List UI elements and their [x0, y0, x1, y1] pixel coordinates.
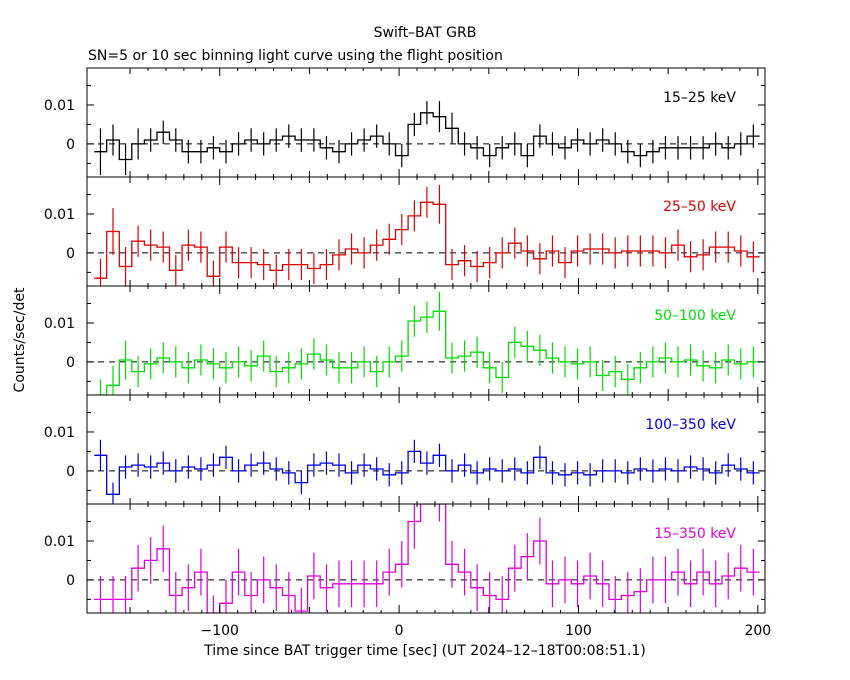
- panel-data: [94, 291, 760, 395]
- y-tick-label: 0.01: [44, 98, 75, 114]
- y-tick-label: 0: [66, 464, 75, 480]
- light-curve-step: [94, 112, 760, 161]
- band-label: 15–350 keV: [654, 526, 736, 542]
- panel-0: 0 0.01 15–25 keV: [44, 67, 766, 178]
- y-tick-label: 0: [66, 573, 75, 589]
- panel-frame: [86, 503, 766, 614]
- panel-data: [94, 439, 760, 504]
- y-tick-label: 0.01: [44, 207, 75, 223]
- panel-1: 0 0.01 25–50 keV: [44, 176, 766, 287]
- y-tick-label: 0: [66, 355, 75, 371]
- light-curve-step: [94, 504, 760, 613]
- x-tick-label: 100: [565, 623, 592, 639]
- y-tick-label: 0.01: [44, 425, 75, 441]
- x-tick-label: 0: [395, 623, 404, 639]
- band-label: 25–50 keV: [663, 199, 736, 215]
- x-tick-label: −100: [201, 623, 239, 639]
- figure-subtitle: SN=5 or 10 sec binning light curve using…: [88, 48, 503, 64]
- y-tick-label: 0.01: [44, 534, 75, 550]
- band-label: 100–350 keV: [645, 417, 736, 433]
- y-axis-label: Counts/sec/det: [12, 287, 28, 392]
- band-label: 15–25 keV: [663, 90, 736, 106]
- panel-data: [94, 504, 760, 613]
- x-axis-label: Time since BAT trigger time [sec] (UT 20…: [203, 643, 646, 659]
- light-curve-step: [94, 450, 760, 495]
- panel-3: 0 0.01 100–350 keV: [44, 394, 766, 505]
- figure-title: Swift–BAT GRB: [374, 25, 477, 41]
- panel-4: 0 0.01 15–350 keV: [44, 503, 766, 614]
- panel-2: 0 0.01 50–100 keV: [44, 285, 766, 396]
- x-tick-label: 200: [744, 623, 771, 639]
- light-curve-step: [94, 310, 760, 395]
- band-label: 50–100 keV: [654, 308, 736, 324]
- panel-data: [94, 184, 760, 286]
- y-tick-label: 0.01: [44, 316, 75, 332]
- y-tick-label: 0: [66, 137, 75, 153]
- panel-data: [94, 101, 760, 176]
- y-tick-label: 0: [66, 246, 75, 262]
- panels-group: 0 0.01 15–25 keV 0 0.01 25–50 keV 0 0.01 50–100 …: [44, 67, 771, 639]
